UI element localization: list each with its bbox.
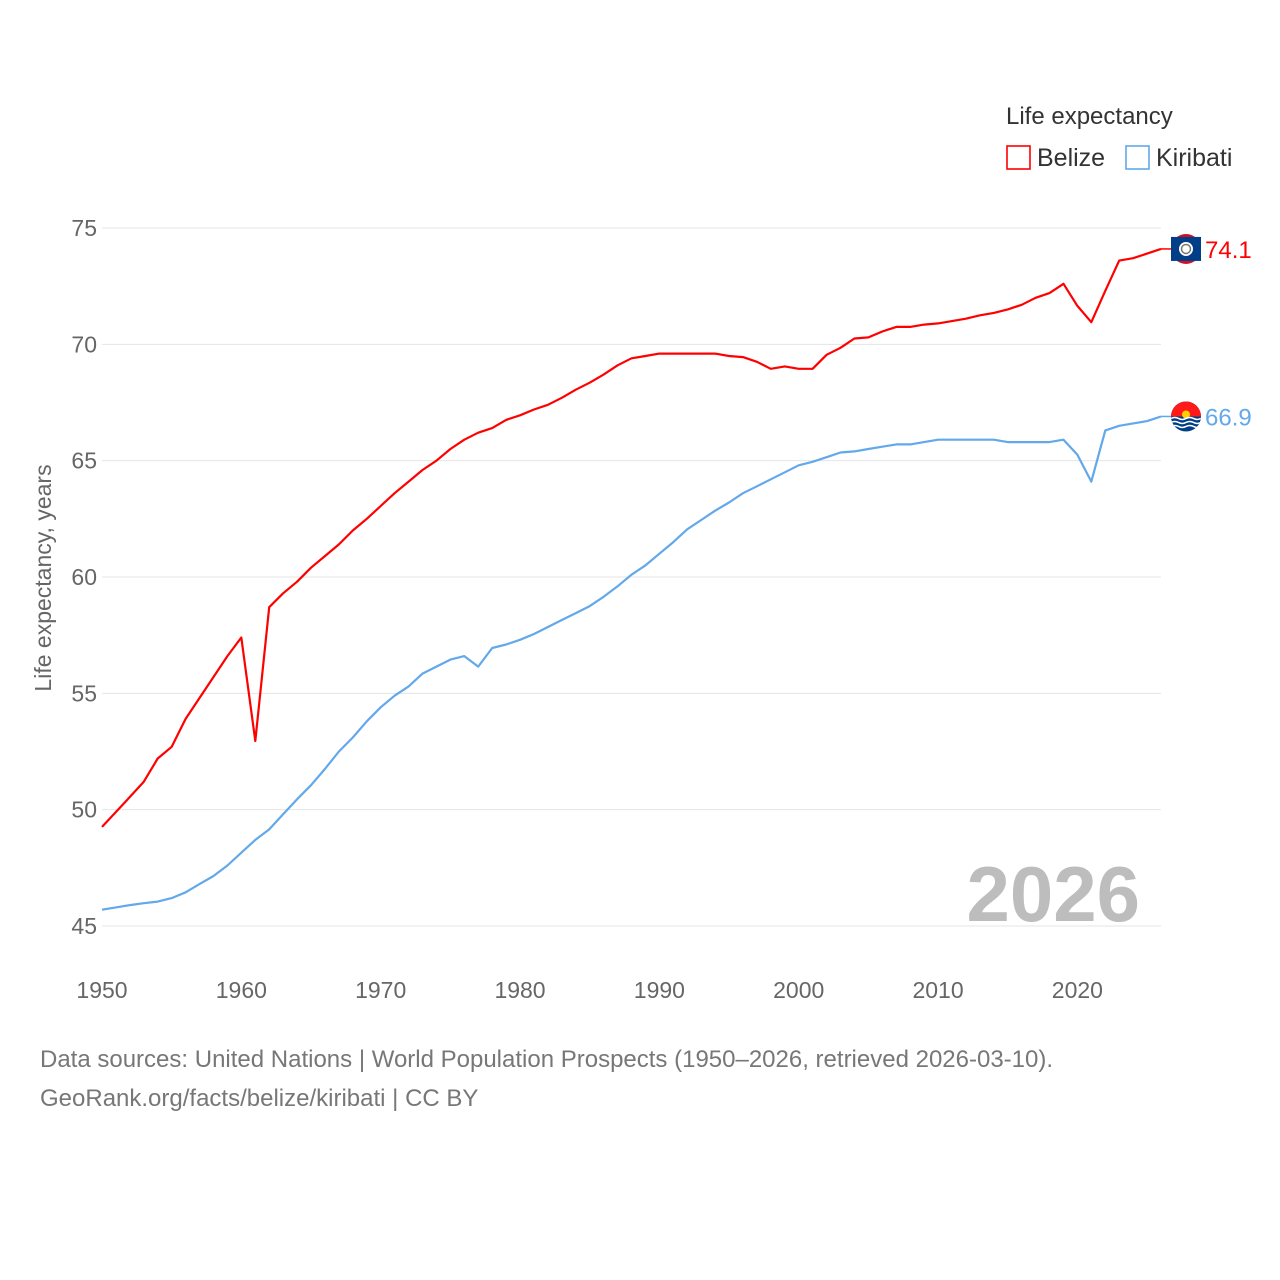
y-axis-ticks: 45 50 55 60 65 70 75 [71, 215, 97, 939]
y-tick-label: 45 [71, 913, 97, 939]
x-axis-ticks: 1950 1960 1970 1980 1990 2000 2010 2020 [76, 977, 1103, 1003]
legend: Life expectancy Belize Kiribati [1006, 103, 1232, 172]
x-tick-label: 2020 [1052, 977, 1103, 1003]
x-tick-label: 1950 [76, 977, 127, 1003]
data-sources-note: Data sources: United Nations | World Pop… [40, 1046, 1054, 1073]
life-expectancy-chart: 45 50 55 60 65 70 75 1950 1960 1970 1980 1990 2000 2… [30, 103, 1252, 1003]
belize-flag-icon [1171, 233, 1201, 264]
y-tick-label: 65 [71, 448, 97, 474]
x-tick-label: 2010 [912, 977, 963, 1003]
x-tick-label: 1980 [494, 977, 545, 1003]
legend-swatch-belize [1006, 145, 1031, 170]
y-tick-label: 50 [71, 797, 97, 823]
legend-label-belize: Belize [1037, 144, 1105, 172]
series-end-markers: 74.1 66.9 [1161, 233, 1252, 432]
y-axis-label: Life expectancy, years [30, 464, 56, 691]
series-lines [101, 247, 1162, 911]
legend-swatch-kiribati [1125, 145, 1150, 170]
kiribati-flag-icon [1171, 401, 1201, 432]
y-tick-label: 60 [71, 564, 97, 590]
y-tick-label: 75 [71, 215, 97, 241]
credit-link[interactable]: GeoRank.org/facts/belize/kiribati | CC B… [40, 1085, 479, 1112]
legend-item-belize[interactable]: Belize [1006, 144, 1105, 172]
x-tick-label: 1970 [355, 977, 406, 1003]
y-tick-label: 55 [71, 680, 97, 706]
gridlines [102, 227, 1161, 927]
end-value-label-belize: 74.1 [1205, 237, 1252, 264]
legend-label-kiribati: Kiribati [1156, 144, 1232, 172]
x-tick-label: 2000 [773, 977, 824, 1003]
legend-title: Life expectancy [1006, 103, 1173, 130]
end-value-label-kiribati: 66.9 [1205, 404, 1252, 431]
year-watermark: 2026 [966, 850, 1140, 938]
y-tick-label: 70 [71, 331, 97, 357]
series-line-belize[interactable] [101, 247, 1162, 828]
series-line-kiribati[interactable] [101, 415, 1162, 911]
x-tick-label: 1960 [216, 977, 267, 1003]
x-tick-label: 1990 [634, 977, 685, 1003]
legend-item-kiribati[interactable]: Kiribati [1125, 144, 1232, 172]
